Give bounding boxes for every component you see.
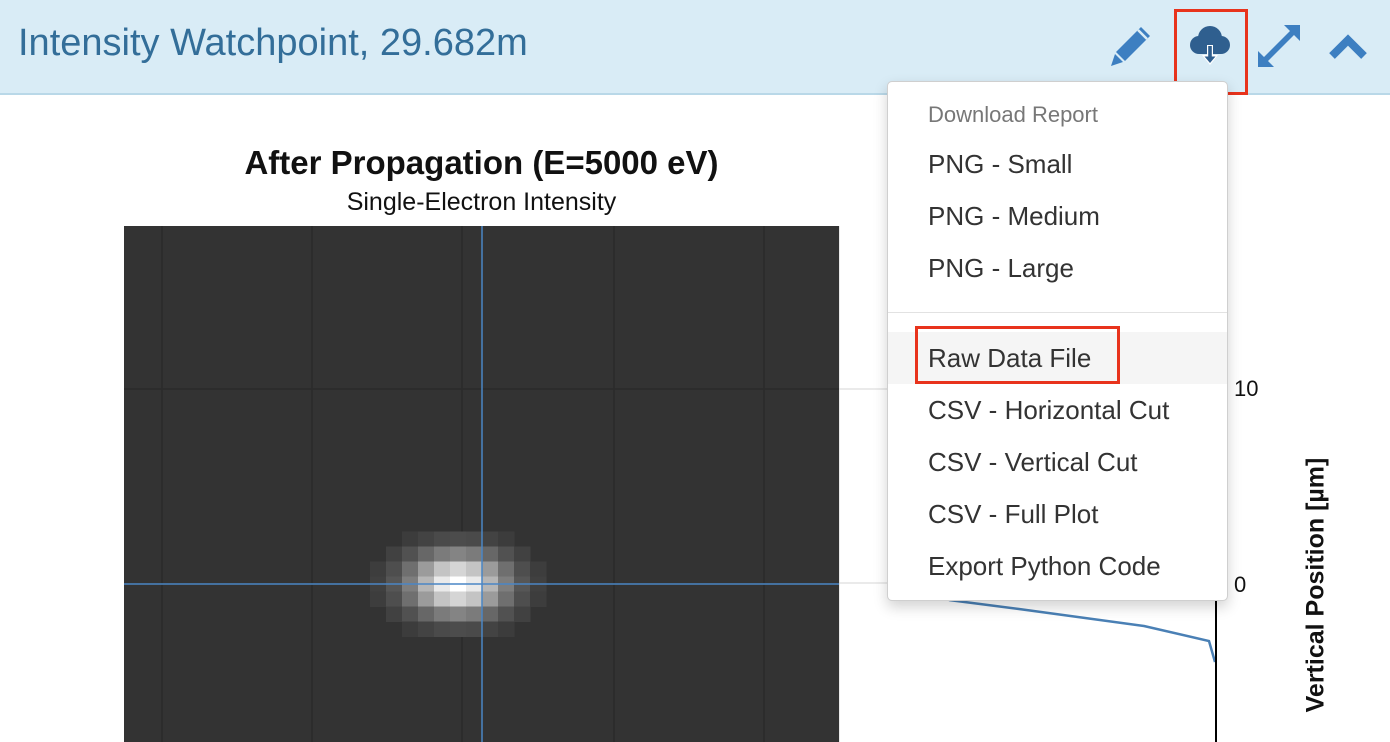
chevron-up-icon xyxy=(1329,34,1367,59)
vertical-axis-label: Vertical Position [µm] xyxy=(1301,457,1330,713)
dropdown-header: Download Report xyxy=(928,102,1098,127)
edit-button[interactable] xyxy=(1103,18,1159,74)
menu-item-export-python-code[interactable]: Export Python Code xyxy=(928,551,1161,581)
panel-header: Intensity Watchpoint, 29.682m xyxy=(0,0,1390,95)
plot-title: After Propagation (E=5000 eV) xyxy=(244,144,719,181)
heatmap-canvas xyxy=(124,226,839,742)
download-dropdown-menu: Download Report PNG - Small PNG - Medium… xyxy=(887,81,1228,601)
menu-item-raw-data-file[interactable]: Raw Data File xyxy=(888,332,1227,384)
panel-title: Intensity Watchpoint, 29.682m xyxy=(18,22,528,64)
menu-item-png-medium[interactable]: PNG - Medium xyxy=(928,201,1100,231)
menu-item-png-small[interactable]: PNG - Small xyxy=(928,149,1073,179)
menu-item-csv-vertical-cut[interactable]: CSV - Vertical Cut xyxy=(928,447,1138,477)
tick-label-0: 0 xyxy=(1234,572,1247,597)
vertical-cut-curve xyxy=(948,598,1217,663)
tick-label-10: 10 xyxy=(1234,376,1259,401)
expand-icon xyxy=(1258,25,1300,67)
menu-item-csv-full-plot[interactable]: CSV - Full Plot xyxy=(928,499,1099,529)
menu-item-png-large[interactable]: PNG - Large xyxy=(928,253,1074,283)
fullscreen-button[interactable] xyxy=(1251,18,1307,74)
download-button[interactable] xyxy=(1182,18,1238,74)
cloud-download-icon xyxy=(1190,26,1230,65)
collapse-button[interactable] xyxy=(1320,18,1376,74)
dropdown-divider xyxy=(888,312,1227,313)
intensity-heatmap[interactable] xyxy=(124,226,839,742)
plot-subtitle: Single-Electron Intensity xyxy=(346,188,617,216)
menu-item-csv-horizontal-cut[interactable]: CSV - Horizontal Cut xyxy=(928,395,1170,425)
pencil-icon xyxy=(1111,27,1150,66)
